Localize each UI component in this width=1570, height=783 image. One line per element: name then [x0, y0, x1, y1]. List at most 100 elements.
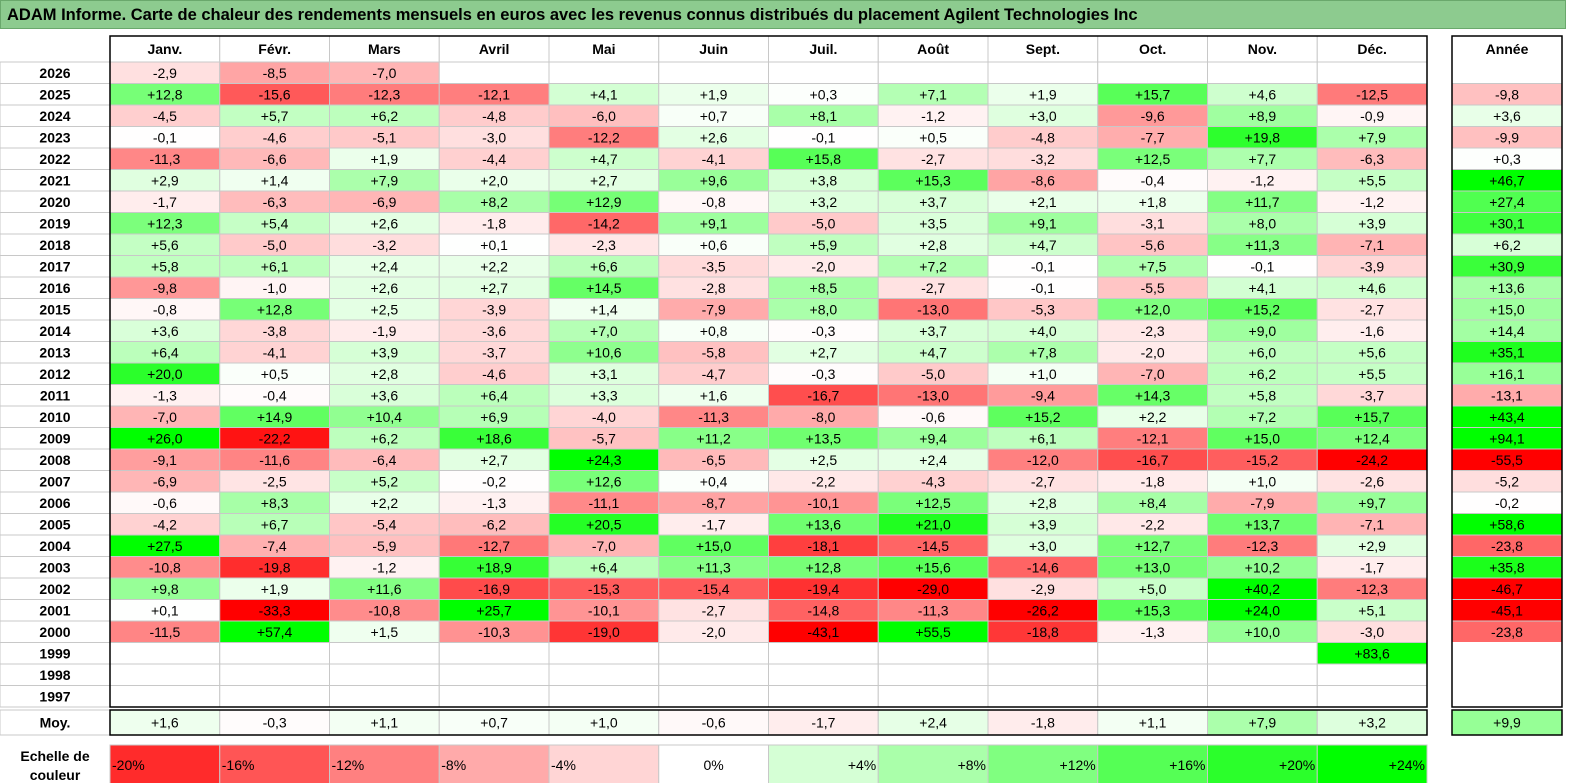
heatmap-cell-value: +6,6 — [590, 258, 618, 274]
heatmap-cell-value: +5,8 — [151, 258, 179, 274]
heatmap-cell-value: -6,4 — [372, 452, 396, 468]
heatmap-cell-value: +11,7 — [1245, 194, 1280, 210]
column-header: Mai — [592, 41, 615, 57]
heatmap-cell-value: +5,2 — [371, 473, 399, 489]
heatmap-cell-value: -5,9 — [372, 538, 396, 554]
heatmap-cell-value: -9,8 — [153, 280, 177, 296]
heatmap-cell-value: -13,0 — [917, 387, 949, 403]
year-label: 1998 — [39, 667, 70, 683]
heatmap-cell-value: -19,8 — [259, 559, 291, 575]
heatmap-cell-value: -2,2 — [1141, 516, 1165, 532]
heatmap-cell-value: -0,1 — [1250, 258, 1274, 274]
scale-label-line2: couleur — [30, 767, 81, 783]
heatmap-cell-value: +11,2 — [696, 430, 731, 446]
scale-swatch — [768, 744, 879, 783]
heatmap-cell-value: -5,5 — [1141, 280, 1165, 296]
heatmap-cell — [877, 663, 989, 686]
column-header-cell — [768, 35, 879, 63]
heatmap-cell-value: -0,1 — [1031, 280, 1055, 296]
heatmap-cell-value: +5,0 — [1139, 581, 1167, 597]
heatmap-cell-value: +13,5 — [806, 430, 842, 446]
heatmap-cell-value: -16,7 — [1137, 452, 1169, 468]
annual-cell-value: -13,1 — [1491, 387, 1523, 403]
heatmap-cell — [329, 663, 440, 686]
heatmap-cell-value: -4,8 — [482, 108, 506, 124]
heatmap-cell-value: -1,2 — [921, 108, 945, 124]
annual-cell-value: +27,4 — [1489, 194, 1525, 210]
year-label: 2016 — [39, 280, 70, 296]
heatmap-cell — [987, 685, 1099, 708]
heatmap-cell — [987, 663, 1099, 686]
annual-cell — [1451, 642, 1563, 665]
heatmap-cell-value: -4,1 — [263, 344, 287, 360]
heatmap-cell-value: -7,0 — [153, 409, 177, 425]
heatmap-cell-value: +26,0 — [147, 430, 183, 446]
year-label: 2021 — [39, 172, 70, 188]
scale-swatch — [1097, 744, 1208, 783]
heatmap-cell-value: +12,5 — [1135, 151, 1171, 167]
heatmap-cell-value: +2,1 — [1029, 194, 1057, 210]
heatmap-cell-value: -1,7 — [153, 194, 177, 210]
heatmap-cell-value: -16,9 — [478, 581, 510, 597]
heatmap-cell — [658, 61, 769, 84]
annual-cell-value: -9,8 — [1495, 86, 1519, 102]
heatmap-cell-value: -2,8 — [702, 280, 726, 296]
heatmap-cell — [438, 642, 550, 665]
heatmap-cell-value: +1,8 — [1139, 194, 1167, 210]
heatmap-cell-value: +0,3 — [810, 86, 838, 102]
scale-label: +4% — [848, 757, 876, 773]
heatmap-cell-value: +3,7 — [919, 323, 947, 339]
heatmap-cell-value: -1,0 — [263, 280, 287, 296]
heatmap-cell-value: +1,0 — [1029, 366, 1057, 382]
annual-cell-value: +35,1 — [1489, 344, 1525, 360]
year-label: 2003 — [39, 559, 70, 575]
annual-cell-value: -0,2 — [1495, 495, 1519, 511]
annual-cell-value: +0,3 — [1493, 151, 1521, 167]
heatmap-cell-value: -12,0 — [1027, 452, 1059, 468]
heatmap-cell-value: -1,3 — [1141, 624, 1165, 640]
year-label: 2000 — [39, 624, 70, 640]
heatmap-cell — [987, 61, 1099, 84]
heatmap-cell-value: -4,6 — [263, 129, 287, 145]
scale-label: -8% — [441, 757, 466, 773]
chart-title: ADAM Informe. Carte de chaleur des rende… — [0, 0, 1566, 29]
heatmap-cell — [768, 642, 879, 665]
heatmap-cell-value: -2,0 — [1141, 344, 1165, 360]
heatmap-cell-value: -2,7 — [921, 280, 945, 296]
heatmap-cell-value: +3,6 — [151, 323, 179, 339]
heatmap-cell-value: -7,1 — [1360, 237, 1384, 253]
heatmap-cell-value: +6,2 — [371, 108, 399, 124]
scale-swatch — [219, 744, 330, 783]
heatmap-cell-value: -12,1 — [478, 86, 510, 102]
heatmap-cell-value: -18,8 — [1027, 624, 1059, 640]
heatmap-cell-value: +3,1 — [590, 366, 618, 382]
heatmap-cell-value: -4,4 — [482, 151, 506, 167]
heatmap-cell-value: -14,8 — [807, 602, 839, 618]
heatmap-cell-value: -8,6 — [1031, 172, 1055, 188]
heatmap-cell — [658, 685, 769, 708]
heatmap-cell-value: +2,7 — [480, 452, 508, 468]
year-label: 2025 — [39, 86, 70, 102]
heatmap-cell-value: -10,3 — [478, 624, 510, 640]
heatmap-cell-value: +0,1 — [480, 237, 508, 253]
annual-cell-value: +14,4 — [1489, 323, 1525, 339]
heatmap-cell — [109, 685, 221, 708]
heatmap-cell-value: +13,7 — [1245, 516, 1281, 532]
heatmap-cell-value: +15,2 — [1025, 409, 1061, 425]
heatmap-cell-value: +0,1 — [151, 602, 179, 618]
heatmap-cell — [548, 663, 660, 686]
heatmap-cell-value: -3,9 — [1360, 258, 1384, 274]
scale-swatch — [987, 744, 1099, 783]
annual-cell — [1451, 685, 1563, 708]
heatmap-cell-value: +2,7 — [480, 280, 508, 296]
average-cell-value: +1,0 — [590, 715, 618, 731]
heatmap-cell-value: -0,1 — [1031, 258, 1055, 274]
column-header: Avril — [479, 41, 510, 57]
heatmap-cell-value: +2,9 — [151, 172, 179, 188]
heatmap-cell-value: +0,5 — [919, 129, 947, 145]
heatmap-cell-value: +15,3 — [915, 172, 951, 188]
heatmap-cell-value: -2,7 — [702, 602, 726, 618]
heatmap-cell-value: +9,0 — [1249, 323, 1277, 339]
heatmap-cell-value: -2,6 — [1360, 473, 1384, 489]
heatmap-cell-value: +6,4 — [151, 344, 179, 360]
